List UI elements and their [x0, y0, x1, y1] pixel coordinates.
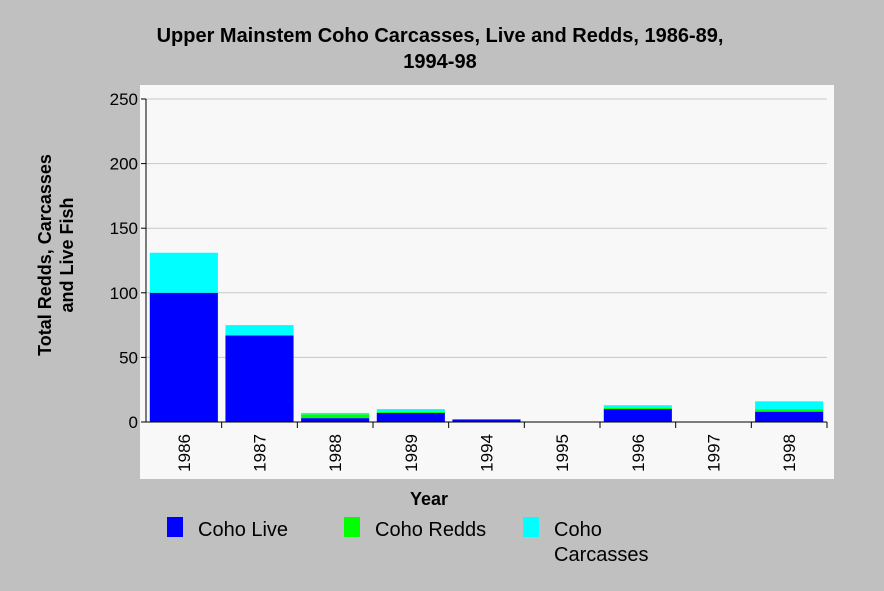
bar-segment — [603, 405, 672, 408]
bar-segment — [225, 335, 294, 422]
bar-segment — [149, 252, 218, 293]
bar-segment — [452, 419, 521, 422]
bar-segment — [376, 409, 445, 412]
y-tick-label: 200 — [110, 155, 138, 174]
legend-swatch — [344, 517, 360, 537]
plot-area: 0 50 100 150 200 250 1986 1987 1988 1989 1994 1995 1… — [110, 85, 834, 479]
legend-item: Coho Redds — [344, 517, 486, 541]
legend-label: Coho Live — [198, 519, 288, 541]
x-axis-title: Year — [410, 489, 448, 509]
x-tick-label: 1988 — [326, 434, 345, 472]
legend-item: Coho Carcasses — [523, 517, 648, 566]
bar-segment — [301, 418, 370, 422]
legend-label: Coho Redds — [375, 519, 486, 541]
bar-segment — [301, 412, 370, 415]
bar-segment — [149, 292, 218, 422]
bar-segment — [755, 401, 824, 410]
chart-title: Upper Mainstem Coho Carcasses, Live and … — [157, 25, 724, 73]
bar-segment — [603, 409, 672, 422]
legend: Coho Live Coho Redds Coho Carcasses — [167, 517, 648, 566]
x-tick-label: 1996 — [629, 434, 648, 472]
y-tick-label: 50 — [119, 348, 138, 367]
legend-label: Carcasses — [554, 544, 648, 566]
x-tick-label: 1994 — [478, 434, 497, 472]
bar-segment — [376, 412, 445, 422]
legend-swatch — [523, 517, 539, 537]
y-axis-title: Total Redds, Carcasses and Live Fish — [35, 154, 77, 356]
chart-title-line: Upper Mainstem Coho Carcasses, Live and … — [157, 25, 724, 47]
legend-item: Coho Live — [167, 517, 288, 541]
legend-swatch — [167, 517, 183, 537]
bar-segment — [755, 411, 824, 422]
y-axis-title-line: Total Redds, Carcasses — [35, 154, 55, 356]
y-tick-label: 150 — [110, 219, 138, 238]
y-axis-title-line: and Live Fish — [57, 197, 77, 312]
x-tick-label: 1986 — [175, 434, 194, 472]
y-tick-label: 0 — [129, 413, 138, 432]
x-tick-label: 1997 — [705, 434, 724, 472]
x-tick-label: 1987 — [251, 434, 270, 472]
y-tick-label: 250 — [110, 90, 138, 109]
bar-segment — [225, 325, 294, 336]
x-tick-label: 1998 — [780, 434, 799, 472]
y-tick-label: 100 — [110, 284, 138, 303]
bar-segment — [376, 411, 445, 413]
x-tick-label: 1995 — [553, 434, 572, 472]
x-tick-label: 1989 — [402, 434, 421, 472]
chart-title-line: 1994-98 — [403, 51, 476, 73]
bar-segment — [755, 409, 824, 412]
legend-label: Coho — [554, 519, 602, 541]
bar-segment — [603, 407, 672, 410]
bar-segment — [301, 414, 370, 419]
